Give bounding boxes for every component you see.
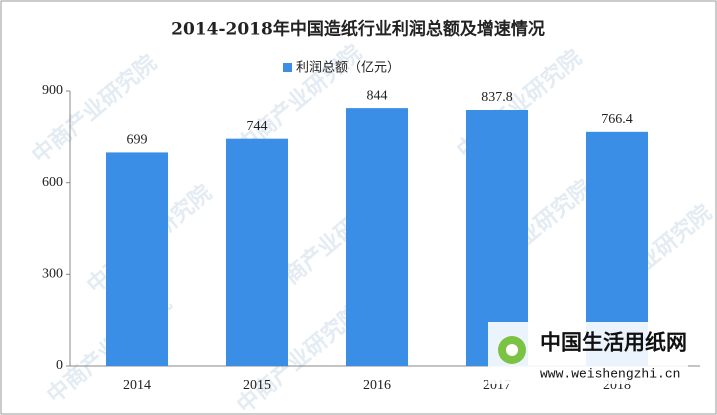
x-tick-label: 2015 [243, 378, 271, 393]
y-tick-label: 900 [42, 83, 63, 98]
logo-url: www.weishengzhi.cn [540, 366, 680, 381]
value-label: 844 [367, 88, 388, 103]
bar [106, 152, 168, 366]
chart-title: 2014-2018年中国造纸行业利润总额及增速情况 [171, 19, 545, 40]
legend-label: 利润总额（亿元） [296, 61, 400, 76]
legend-swatch [283, 63, 292, 72]
bar [226, 138, 288, 366]
x-tick-label: 2016 [363, 378, 391, 393]
value-label: 744 [247, 119, 268, 134]
x-tick-label: 2014 [123, 378, 151, 393]
y-tick-label: 300 [42, 267, 63, 282]
logo: 中国生活用纸网 www.weishengzhi.cn [488, 322, 688, 384]
y-tick-label: 0 [56, 358, 63, 373]
value-label: 837.8 [481, 90, 513, 105]
bar [346, 108, 408, 366]
value-label: 766.4 [601, 112, 633, 127]
logo-icon-core [506, 344, 518, 356]
logo-text: 中国生活用纸网 [540, 330, 687, 355]
value-label: 699 [127, 133, 148, 148]
y-tick-label: 600 [42, 175, 63, 190]
